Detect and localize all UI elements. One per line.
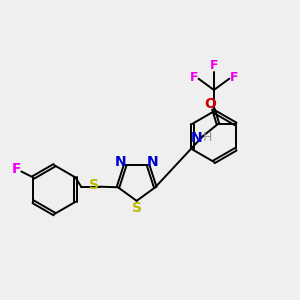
Text: F: F bbox=[12, 162, 21, 176]
Text: O: O bbox=[205, 97, 217, 111]
Text: F: F bbox=[230, 71, 238, 84]
Text: S: S bbox=[132, 201, 142, 215]
Text: N: N bbox=[191, 131, 203, 145]
Text: N: N bbox=[115, 155, 127, 169]
Text: F: F bbox=[190, 71, 198, 84]
Text: S: S bbox=[88, 178, 99, 192]
Text: F: F bbox=[210, 59, 218, 72]
Text: H: H bbox=[203, 131, 212, 144]
Text: N: N bbox=[146, 155, 158, 169]
